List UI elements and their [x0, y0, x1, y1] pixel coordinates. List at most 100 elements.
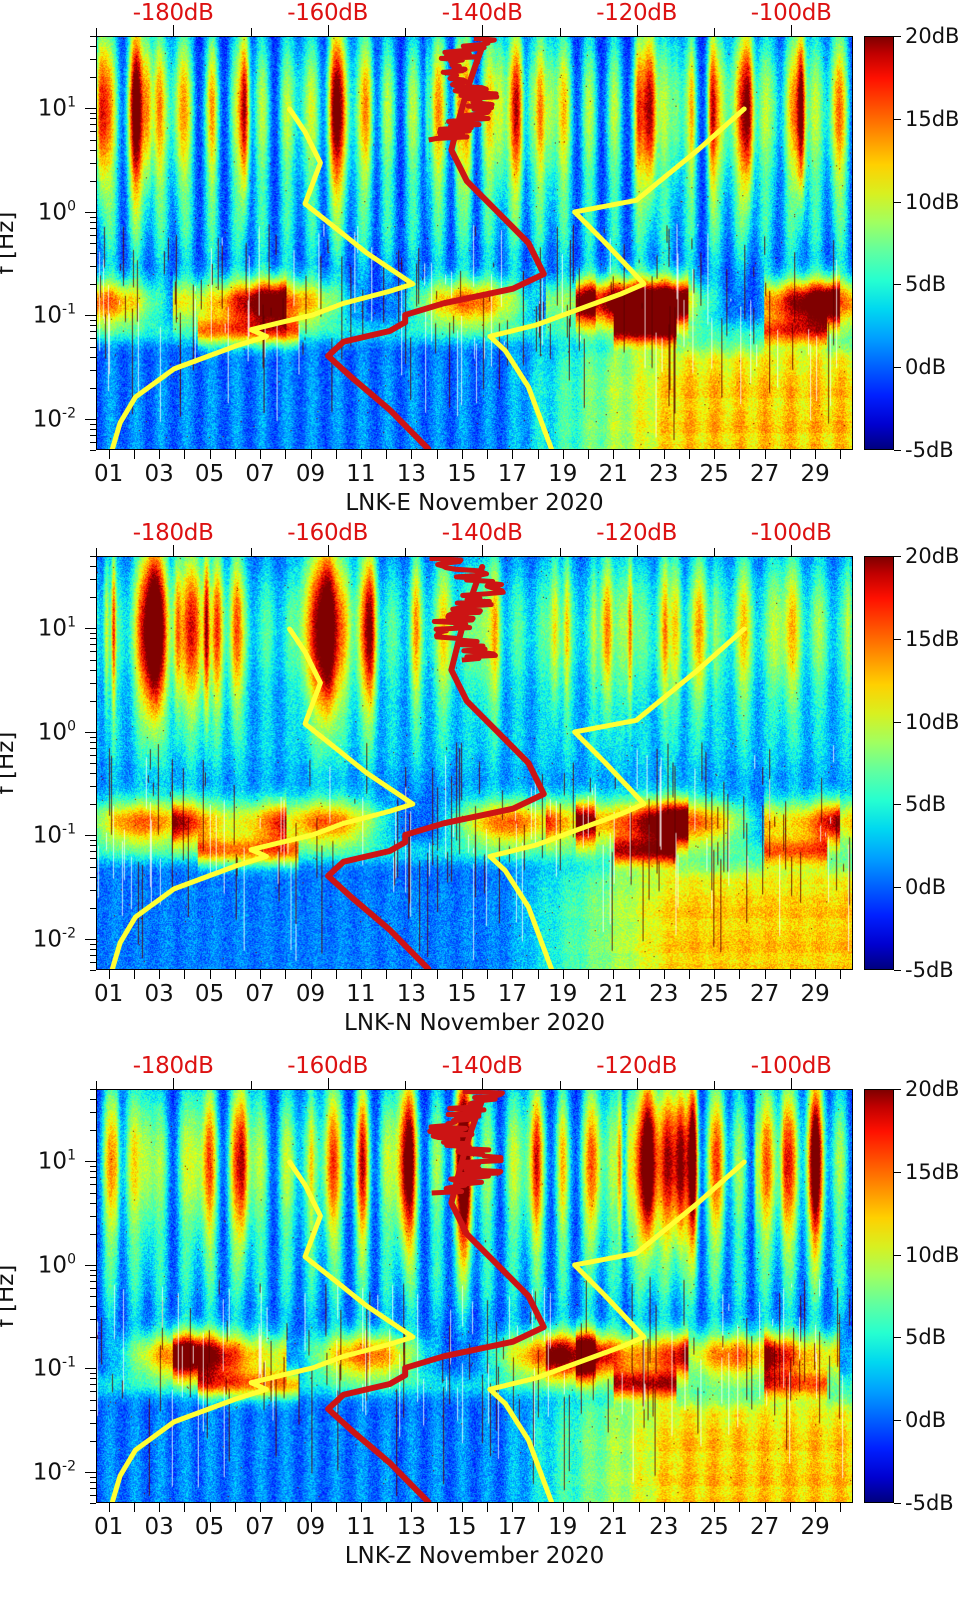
x-tick	[840, 1503, 842, 1512]
x-tick	[789, 970, 791, 979]
top-axis-tick	[636, 1078, 638, 1089]
y-tick	[90, 1287, 96, 1289]
top-axis-tick	[714, 1081, 715, 1089]
y-tick	[90, 1171, 96, 1173]
top-axis-tick	[405, 548, 406, 556]
y-tick	[90, 747, 96, 749]
x-tick	[764, 970, 766, 979]
y-tick	[90, 644, 96, 646]
x-tick	[234, 970, 236, 979]
noise-model-high-curve	[487, 1159, 747, 1502]
y-tick	[90, 858, 96, 860]
colorbar-ticks	[894, 556, 902, 971]
noise-model-high-curve	[487, 626, 747, 969]
top-axis-tick	[327, 545, 329, 556]
x-axis-label-25: 25	[699, 461, 729, 487]
x-tick	[133, 970, 135, 979]
top-axis-label--100: -100dB	[750, 520, 832, 546]
top-axis-tick	[559, 548, 561, 556]
x-tick	[108, 970, 110, 979]
x-tick	[285, 1503, 287, 1512]
noise-model-high-curve	[487, 106, 747, 449]
x-axis-label-29: 29	[800, 981, 830, 1007]
x-tick	[588, 450, 590, 459]
x-axis-labels: 01 03 05 07 09 11 13 15 17 19 21 23 25 27 29	[93, 461, 853, 491]
colorbar-tick	[894, 1503, 901, 1504]
x-tick	[487, 1503, 489, 1512]
y-tick	[90, 866, 96, 868]
y-tick	[90, 954, 96, 956]
x-tick	[815, 970, 817, 979]
x-axis-label-01: 01	[93, 461, 124, 487]
x-tick	[537, 1503, 539, 1512]
x-axis-label-25: 25	[699, 981, 729, 1007]
y-tick	[90, 77, 96, 79]
psd-high-frequency-curve	[429, 557, 506, 663]
x-axis-label-07: 07	[245, 461, 275, 487]
curve-overlay	[109, 1090, 747, 1502]
y-tick	[90, 638, 96, 640]
top-axis-tick	[636, 25, 638, 36]
y-tick	[90, 1233, 96, 1235]
spectrogram-plot-LNK-E	[96, 36, 853, 450]
x-tick	[512, 450, 514, 459]
x-axis-label-29: 29	[800, 1514, 830, 1540]
x-tick	[663, 1503, 665, 1512]
x-tick	[764, 450, 766, 459]
y-tick	[90, 840, 96, 842]
y-tick	[85, 108, 96, 110]
x-tick	[335, 970, 337, 979]
colorbar-tick	[894, 1171, 901, 1173]
x-axis-ticks	[96, 970, 853, 980]
y-tick	[90, 59, 96, 60]
x-tick	[436, 450, 438, 459]
y-tick	[90, 124, 96, 126]
colorbar-LNK-Z	[864, 1089, 894, 1503]
panel-lnk-z: -180dB-160dB-140dB-120dB-100dBf [Hz]1011…	[0, 1053, 962, 1573]
colorbar-tick	[894, 638, 901, 640]
x-tick	[613, 1503, 615, 1512]
x-tick	[209, 1503, 211, 1512]
x-tick	[562, 450, 564, 459]
x-axis-label-05: 05	[194, 461, 225, 487]
x-axis-label-15: 15	[447, 461, 477, 487]
colorbar-label-5: 5dB	[905, 1325, 947, 1350]
x-axis-label-27: 27	[750, 1514, 780, 1540]
x-tick	[159, 1503, 161, 1512]
x-tick	[789, 1503, 791, 1512]
y-tick	[90, 450, 96, 451]
colorbar-label--5: -5dB	[905, 1491, 954, 1515]
y-tick	[90, 948, 96, 950]
x-tick	[613, 970, 615, 979]
colorbar-tick	[894, 721, 901, 723]
top-axis-label--120: -120dB	[596, 520, 678, 546]
top-axis-tick	[96, 548, 97, 556]
x-tick	[537, 450, 539, 459]
colorbar-tick	[894, 450, 901, 451]
x-axis-label-19: 19	[548, 461, 578, 487]
y-tick	[90, 1089, 96, 1090]
y-tick	[85, 1264, 96, 1266]
colorbar-ticks	[894, 36, 902, 451]
x-axis-label-05: 05	[194, 1514, 225, 1540]
x-axis-label-21: 21	[598, 981, 628, 1007]
x-tick	[360, 450, 362, 459]
y-tick	[90, 1422, 96, 1424]
top-axis-tick	[173, 1078, 175, 1089]
y-axis-ticks: 101 100 10-1 10-2	[33, 36, 96, 451]
x-tick	[108, 1503, 110, 1512]
colorbar-label-5: 5dB	[905, 792, 947, 817]
colorbar-tick	[894, 887, 901, 889]
y-tick	[90, 1280, 96, 1282]
y-tick	[90, 1184, 96, 1186]
y-tick	[90, 331, 96, 333]
x-axis-label-01: 01	[93, 981, 124, 1007]
y-tick	[85, 1161, 96, 1163]
x-tick	[840, 970, 842, 979]
y-tick	[90, 700, 96, 702]
colorbar-tick	[894, 1089, 901, 1090]
x-tick	[159, 450, 161, 459]
top-axis-tick	[482, 1078, 484, 1089]
y-tick	[85, 731, 96, 733]
y-tick	[90, 970, 96, 971]
